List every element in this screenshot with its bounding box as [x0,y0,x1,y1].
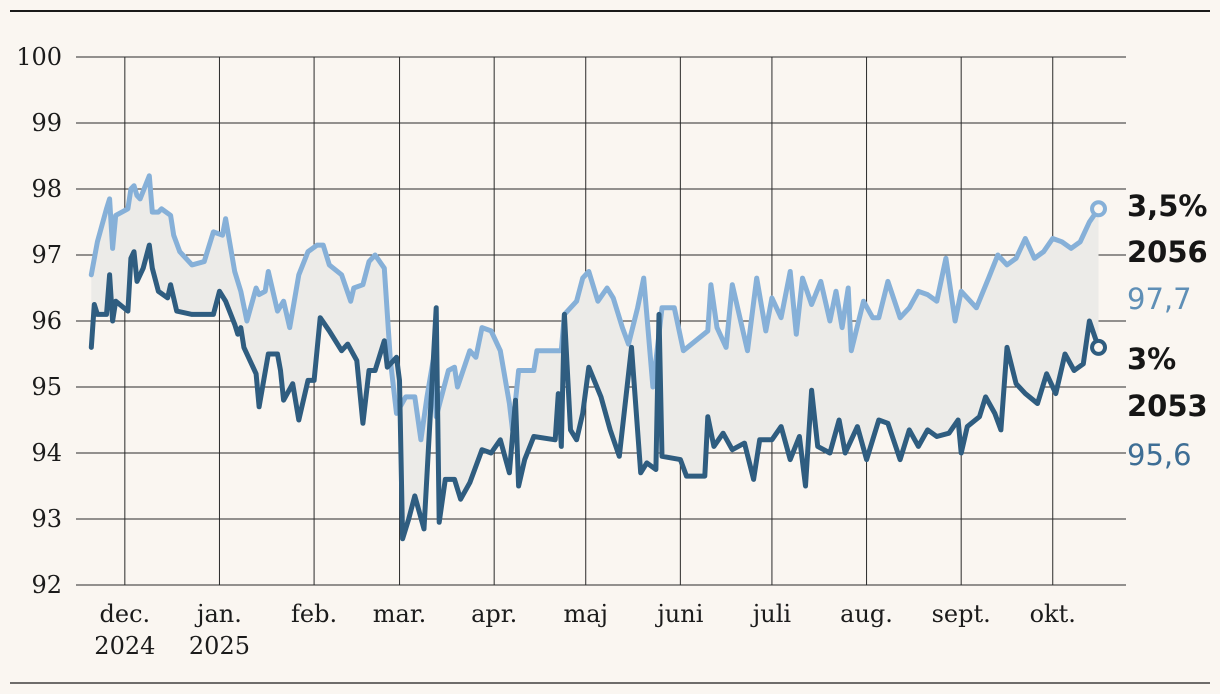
y-tick-label: 98 [31,175,62,203]
x-tick-label: feb. [291,600,337,628]
series-2-last-value: 95,6 [1127,438,1192,472]
x-tick-label: juni [654,600,703,628]
x-tick-label: okt. [1030,600,1076,628]
y-tick-label: 100 [16,43,62,71]
series-1-line [88,173,1101,443]
x-tick-label: sept. [932,600,991,628]
series-1-coupon-label: 3,5% [1127,189,1207,223]
y-tick-label: 93 [31,505,62,533]
series-1-last-value: 97,7 [1127,282,1192,316]
series-lines [88,173,1108,542]
x-tick-label: dec. [100,600,151,628]
x-tick-label: jan. [194,600,242,628]
y-tick-label: 96 [31,307,62,335]
y-tick-label: 99 [31,109,62,137]
x-axis: dec. 2024 jan. 2025 feb. mar. apr. maj juni juli a… [94,600,1076,660]
x-tick-year-label: 2025 [189,632,250,660]
series-1-end-marker [1090,200,1108,218]
y-tick-label: 94 [31,439,62,467]
series-1-maturity-label: 2056 [1127,235,1208,269]
x-tick-label: juli [750,600,792,628]
y-tick-label: 97 [31,241,62,269]
y-tick-label: 95 [31,373,62,401]
x-tick-label: aug. [840,600,893,628]
series-2-end-marker [1090,338,1108,356]
x-tick-label: mar. [373,600,427,628]
spread-band [91,175,1099,539]
y-tick-label: 92 [31,571,62,599]
end-labels: 3,5% 2056 97,7 3% 2053 95,6 [1127,189,1208,472]
x-tick-label: maj [563,600,608,628]
y-axis: 100 99 98 97 96 95 94 93 92 [16,43,62,599]
x-tick-year-label: 2024 [94,632,155,660]
series-2-coupon-label: 3% [1127,342,1176,376]
x-tick-label: apr. [471,600,517,628]
series-2-line [88,242,1101,542]
series-2-maturity-label: 2053 [1127,389,1208,423]
